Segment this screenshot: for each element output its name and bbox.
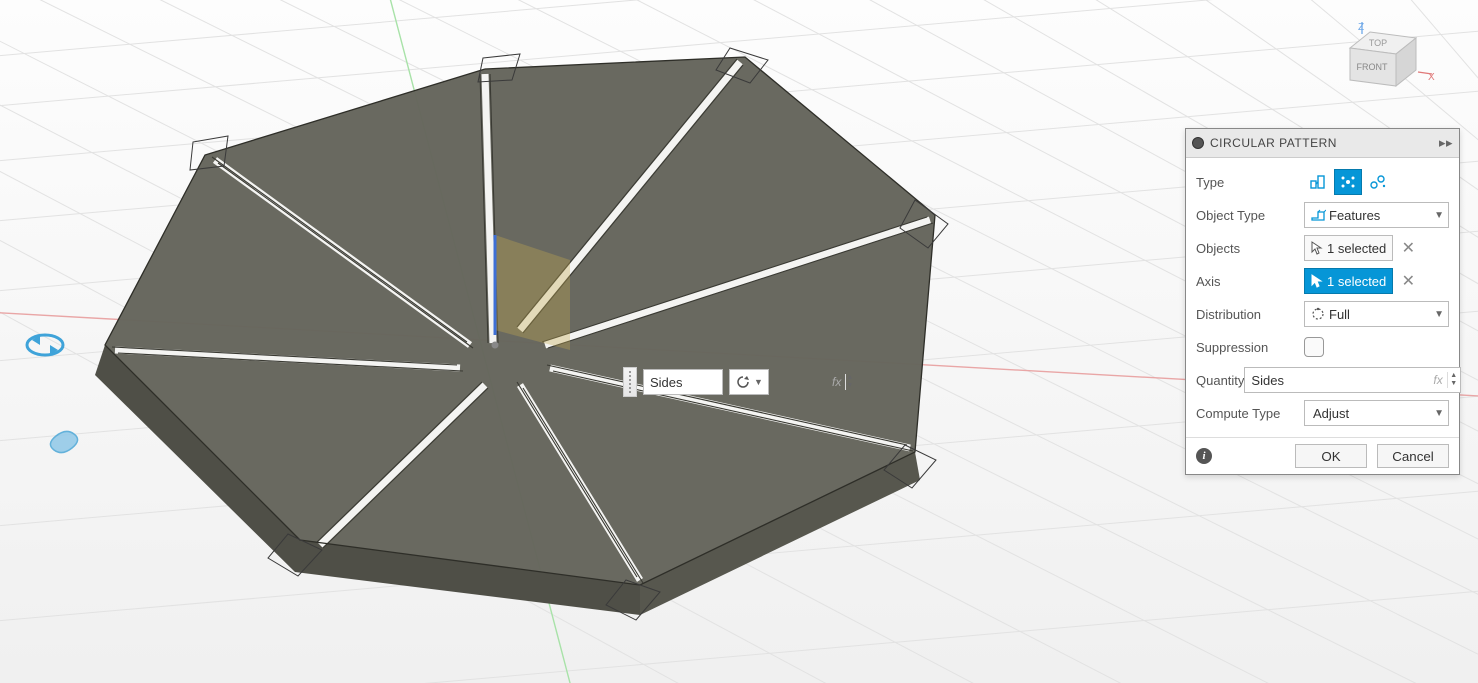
axis-value: 1 selected (1327, 274, 1386, 289)
caret-icon: ▼ (754, 377, 763, 387)
svg-text:TOP: TOP (1369, 38, 1387, 48)
label-type: Type (1196, 175, 1304, 190)
cursor-icon (1311, 241, 1323, 255)
quantity-spinner[interactable]: ▲▼ (1447, 372, 1460, 388)
label-suppression: Suppression (1196, 340, 1304, 355)
ok-button[interactable]: OK (1295, 444, 1367, 468)
label-quantity: Quantity (1196, 373, 1244, 388)
objects-selection[interactable]: 1 selected (1304, 235, 1393, 261)
label-objects: Objects (1196, 241, 1304, 256)
type-option-bodies[interactable] (1334, 169, 1362, 195)
axis-clear[interactable]: ✕ (1399, 272, 1417, 290)
hud-spinner[interactable]: ▲▼ (845, 374, 853, 390)
viewcube[interactable]: TOP FRONT Z X (1338, 20, 1438, 100)
dialog-title: CIRCULAR PATTERN (1210, 136, 1439, 150)
fx-hint: fx (832, 375, 841, 389)
collapse-icon[interactable] (1192, 137, 1204, 149)
objects-clear[interactable]: ✕ (1399, 239, 1417, 257)
cancel-button[interactable]: Cancel (1377, 444, 1449, 468)
svg-text:Z: Z (1358, 22, 1364, 33)
type-option-faces[interactable] (1304, 169, 1332, 195)
section-widget[interactable] (50, 431, 77, 452)
label-compute-type: Compute Type (1196, 406, 1304, 421)
hud-direction-dropdown[interactable]: ▼ (729, 369, 769, 395)
cursor-icon (1311, 274, 1323, 288)
info-icon[interactable]: i (1196, 448, 1212, 464)
caret-icon: ▼ (1434, 309, 1444, 320)
rotate-widget[interactable] (27, 335, 63, 355)
label-axis: Axis (1196, 274, 1304, 289)
type-option-components[interactable] (1364, 169, 1392, 195)
features-icon (1309, 207, 1327, 223)
compute-type-value: Adjust (1309, 406, 1430, 421)
expand-icon[interactable]: ▸▸ (1439, 135, 1453, 151)
suppression-checkbox[interactable] (1304, 337, 1324, 357)
fx-hint: fx (1433, 373, 1442, 387)
object-type-value: Features (1329, 208, 1430, 223)
viewport-hud: fx ▲▼ ▼ (623, 367, 769, 397)
quantity-field[interactable] (1245, 368, 1433, 392)
quantity-input[interactable]: fx ▲▼ (1244, 367, 1460, 393)
object-type-select[interactable]: Features ▼ (1304, 202, 1449, 228)
type-segmented (1304, 169, 1392, 195)
distribution-select[interactable]: Full ▼ (1304, 301, 1449, 327)
label-distribution: Distribution (1196, 307, 1304, 322)
hud-quantity-input[interactable]: fx ▲▼ (643, 369, 723, 395)
distribution-value: Full (1329, 307, 1430, 322)
axis-selection[interactable]: 1 selected (1304, 268, 1393, 294)
caret-icon: ▼ (1434, 210, 1444, 221)
caret-icon: ▼ (1434, 408, 1444, 419)
label-object-type: Object Type (1196, 208, 1304, 223)
svg-text:FRONT: FRONT (1357, 62, 1388, 72)
full-icon (1309, 307, 1327, 321)
rotate-icon (735, 374, 751, 390)
hud-grip[interactable] (623, 367, 637, 397)
circular-pattern-dialog: CIRCULAR PATTERN ▸▸ Type (1185, 128, 1460, 475)
dialog-titlebar[interactable]: CIRCULAR PATTERN ▸▸ (1186, 129, 1459, 158)
objects-value: 1 selected (1327, 241, 1386, 256)
compute-type-select[interactable]: Adjust ▼ (1304, 400, 1449, 426)
